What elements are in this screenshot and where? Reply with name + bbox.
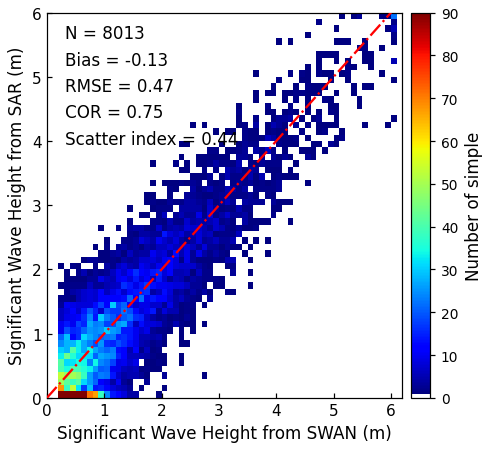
- Y-axis label: Number of simple: Number of simple: [464, 131, 483, 280]
- X-axis label: Significant Wave Height from SWAN (m): Significant Wave Height from SWAN (m): [57, 424, 392, 442]
- Y-axis label: Significant Wave Height from SAR (m): Significant Wave Height from SAR (m): [7, 47, 26, 365]
- Text: N = 8013
Bias = -0.13
RMSE = 0.47
COR = 0.75
Scatter index = 0.44: N = 8013 Bias = -0.13 RMSE = 0.47 COR = …: [65, 25, 238, 148]
